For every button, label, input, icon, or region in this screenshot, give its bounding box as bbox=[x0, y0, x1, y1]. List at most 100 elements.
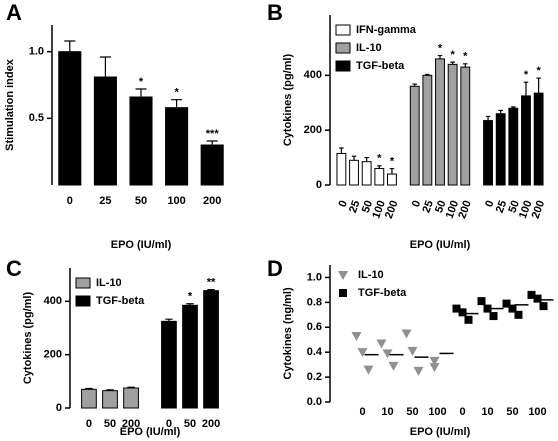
error-bar bbox=[99, 56, 111, 77]
point bbox=[407, 346, 418, 356]
x-tick-label: 0 bbox=[359, 406, 365, 418]
point bbox=[458, 308, 467, 317]
error-bar bbox=[450, 61, 455, 65]
significance: * bbox=[390, 155, 395, 167]
x-tick-label: 50 bbox=[184, 418, 196, 430]
x-tick-label: 200 bbox=[456, 199, 474, 220]
bar bbox=[521, 95, 531, 186]
error-bar bbox=[186, 303, 194, 306]
error-bar bbox=[364, 156, 369, 162]
x-tick-label: 0 bbox=[410, 199, 423, 209]
bar bbox=[508, 107, 519, 186]
significance: * bbox=[463, 51, 468, 63]
bar bbox=[447, 63, 458, 186]
y-tick-label: 0.6 bbox=[307, 321, 322, 333]
significance: * bbox=[524, 69, 529, 81]
error-bar bbox=[463, 63, 468, 68]
point bbox=[527, 290, 536, 299]
error-bar bbox=[536, 77, 541, 94]
x-tick-label: 50 bbox=[104, 418, 116, 430]
y-axis-label: Cytokines (pg/ml) bbox=[282, 54, 294, 147]
bar bbox=[93, 76, 117, 186]
x-tick-label: 0 bbox=[483, 199, 496, 209]
bar bbox=[409, 85, 420, 186]
y-tick-label: 1.0 bbox=[29, 46, 44, 58]
point bbox=[483, 304, 492, 313]
x-tick-label: 200 bbox=[202, 418, 220, 430]
y-tick-label: 0.5 bbox=[29, 112, 44, 124]
bar bbox=[182, 304, 198, 409]
significance: * bbox=[451, 49, 456, 61]
point bbox=[514, 310, 523, 319]
x-tick-label: 25 bbox=[494, 199, 509, 215]
significance: * bbox=[438, 42, 443, 54]
point bbox=[351, 331, 362, 341]
bar bbox=[349, 159, 359, 186]
bar bbox=[422, 74, 433, 186]
point bbox=[401, 329, 412, 339]
bar bbox=[58, 51, 82, 186]
y-tick-label: 1.0 bbox=[307, 271, 322, 283]
point bbox=[464, 315, 473, 324]
bar bbox=[387, 173, 397, 186]
error-bar bbox=[106, 389, 114, 391]
legend-swatch bbox=[75, 277, 91, 289]
bar bbox=[200, 144, 224, 186]
significance: * bbox=[174, 87, 179, 99]
error-bar bbox=[523, 81, 529, 96]
bar bbox=[203, 290, 219, 409]
x-tick-label: 0 bbox=[86, 418, 92, 430]
point bbox=[429, 363, 440, 373]
x-axis-label: EPO (IU/ml) bbox=[410, 239, 471, 251]
y-axis-label: Cytokines (ng/ml) bbox=[282, 287, 294, 380]
error-bar bbox=[207, 289, 215, 291]
legend-label: TGF-beta bbox=[358, 287, 407, 299]
panel-letter: D bbox=[267, 256, 283, 281]
error-bar bbox=[425, 73, 430, 76]
x-tick-label: 100 bbox=[428, 406, 446, 418]
y-tick-label: 0.2 bbox=[307, 371, 322, 383]
bar bbox=[435, 58, 445, 186]
bar bbox=[533, 92, 544, 186]
error-bar bbox=[339, 147, 344, 154]
panel-letter: A bbox=[6, 0, 22, 25]
y-axis-label: Cytokines (pg/ml) bbox=[22, 292, 34, 385]
error-bar bbox=[511, 106, 516, 109]
error-bar bbox=[135, 88, 147, 97]
x-tick-label: 0 bbox=[459, 406, 465, 418]
y-tick-label: 0.4 bbox=[307, 346, 323, 358]
x-tick-label: 200 bbox=[383, 199, 401, 220]
x-tick-label: 25 bbox=[347, 199, 362, 215]
y-tick-label: 0.0 bbox=[307, 396, 322, 408]
x-axis-label: EPO (IU/ml) bbox=[111, 239, 172, 251]
significance: ** bbox=[207, 277, 216, 289]
legend-swatch bbox=[335, 42, 351, 54]
bar bbox=[361, 161, 372, 186]
bar bbox=[495, 113, 506, 186]
x-tick-label: 25 bbox=[99, 195, 111, 207]
error-bar bbox=[206, 140, 218, 145]
significance: * bbox=[139, 76, 144, 88]
legend-label: IL-10 bbox=[96, 277, 122, 289]
error-bar bbox=[437, 54, 443, 59]
point bbox=[533, 294, 542, 303]
bar bbox=[102, 390, 118, 409]
x-tick-label: 100 bbox=[528, 406, 546, 418]
significance: * bbox=[377, 153, 382, 165]
legend-label: TGF-beta bbox=[356, 60, 405, 72]
x-axis-label: EPO (IU/ml) bbox=[410, 426, 471, 438]
x-tick-label: 100 bbox=[517, 199, 535, 220]
point bbox=[388, 361, 399, 371]
significance: * bbox=[536, 65, 541, 77]
bar bbox=[81, 388, 97, 409]
x-tick-label: 200 bbox=[203, 195, 221, 207]
x-axis-label: EPO (IU/ml) bbox=[120, 426, 181, 438]
y-tick-label: 0 bbox=[316, 179, 322, 191]
bar bbox=[161, 320, 177, 409]
y-tick-label: 0 bbox=[56, 402, 62, 414]
legend-label: IL-10 bbox=[356, 42, 382, 54]
point bbox=[357, 348, 368, 358]
x-tick-label: 10 bbox=[381, 406, 393, 418]
x-tick-label: 25 bbox=[420, 199, 435, 215]
